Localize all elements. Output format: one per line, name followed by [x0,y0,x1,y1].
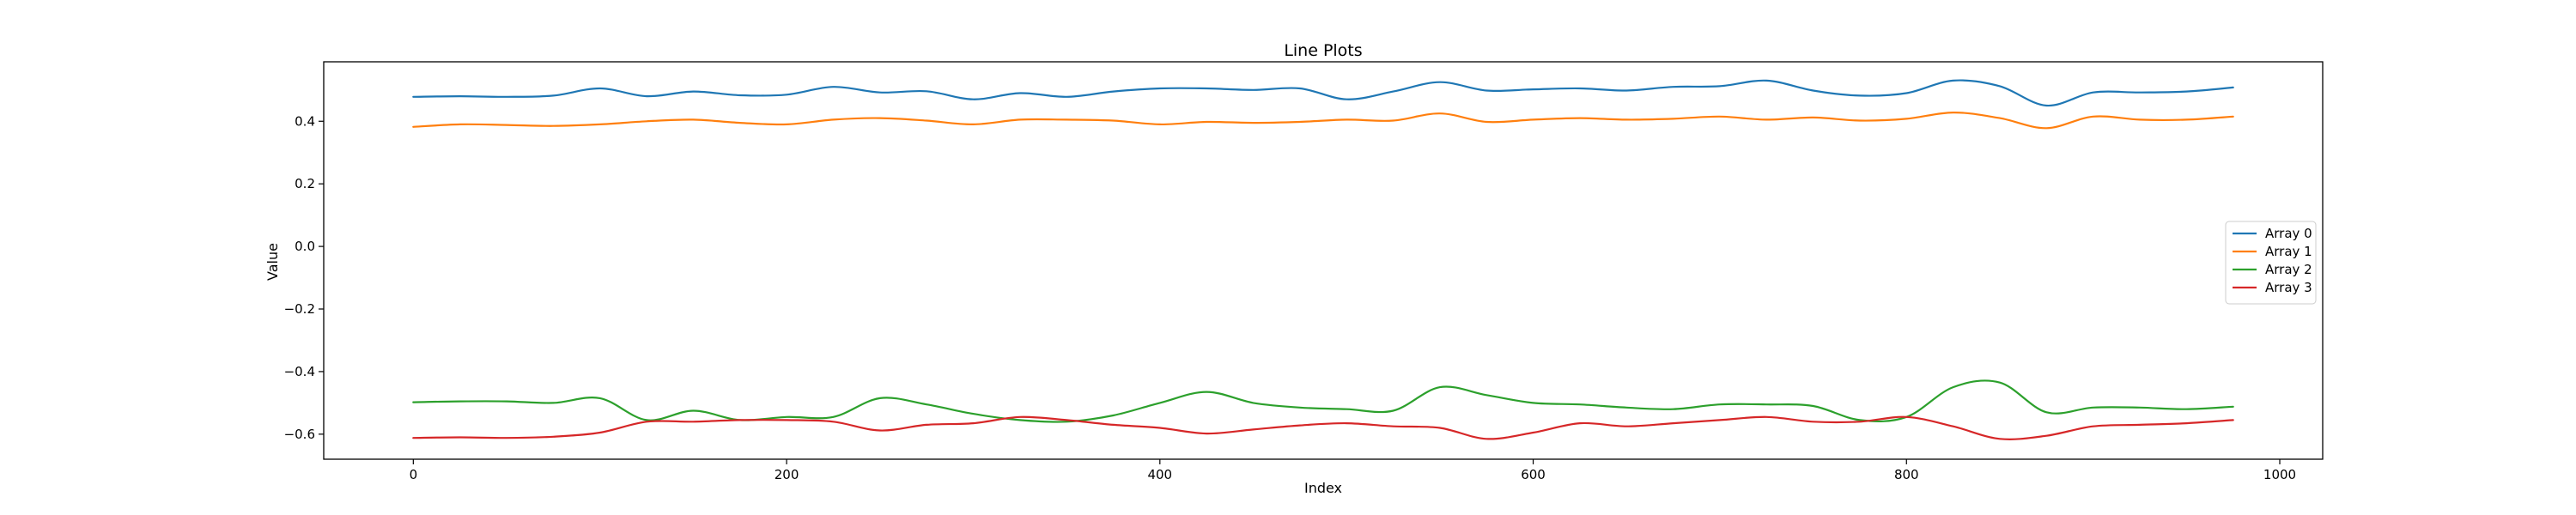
x-tick-label: 400 [1147,467,1172,482]
y-tick-label: 0.4 [295,113,315,129]
plot-area [323,61,2324,460]
series-line-array-0 [412,79,2234,107]
legend-label: Array 3 [2265,280,2312,295]
y-axis: −0.6 −0.4 −0.2 0.0 0.2 0.4 [284,113,324,442]
y-tick-label: 0.2 [295,176,315,191]
x-tick-label: 1000 [2263,467,2296,482]
y-tick-label: −0.2 [284,301,315,317]
legend-item: Array 1 [2233,244,2312,259]
legend-item: Array 2 [2233,262,2312,277]
y-tick-label: −0.4 [284,364,315,379]
legend-item: Array 3 [2233,280,2312,295]
x-tick-label: 800 [1894,467,1919,482]
x-tick-label: 200 [775,467,799,482]
legend: Array 0 Array 1 Array 2 Array 3 [2225,221,2317,305]
series-line-array-2 [412,379,2234,423]
legend-label: Array 0 [2265,226,2312,241]
series-layer [412,79,2234,440]
series-line-array-3 [412,415,2234,440]
plot-frame [323,61,2324,460]
legend-label: Array 1 [2265,244,2312,259]
x-tick-label: 0 [410,467,418,482]
series-line-array-1 [412,111,2234,130]
y-tick-label: 0.0 [295,239,315,254]
x-axis-label: Index [1304,480,1342,496]
x-tick-label: 600 [1521,467,1546,482]
x-axis: 0 200 400 600 800 1000 [410,459,2296,482]
legend-items: Array 0 Array 1 Array 2 Array 3 [2233,226,2312,295]
chart-title: Line Plots [1284,41,1362,60]
legend-label: Array 2 [2265,262,2312,277]
y-tick-label: −0.6 [284,427,315,442]
legend-box [2225,221,2317,305]
y-axis-label: Value [264,243,281,281]
legend-item: Array 0 [2233,226,2312,241]
